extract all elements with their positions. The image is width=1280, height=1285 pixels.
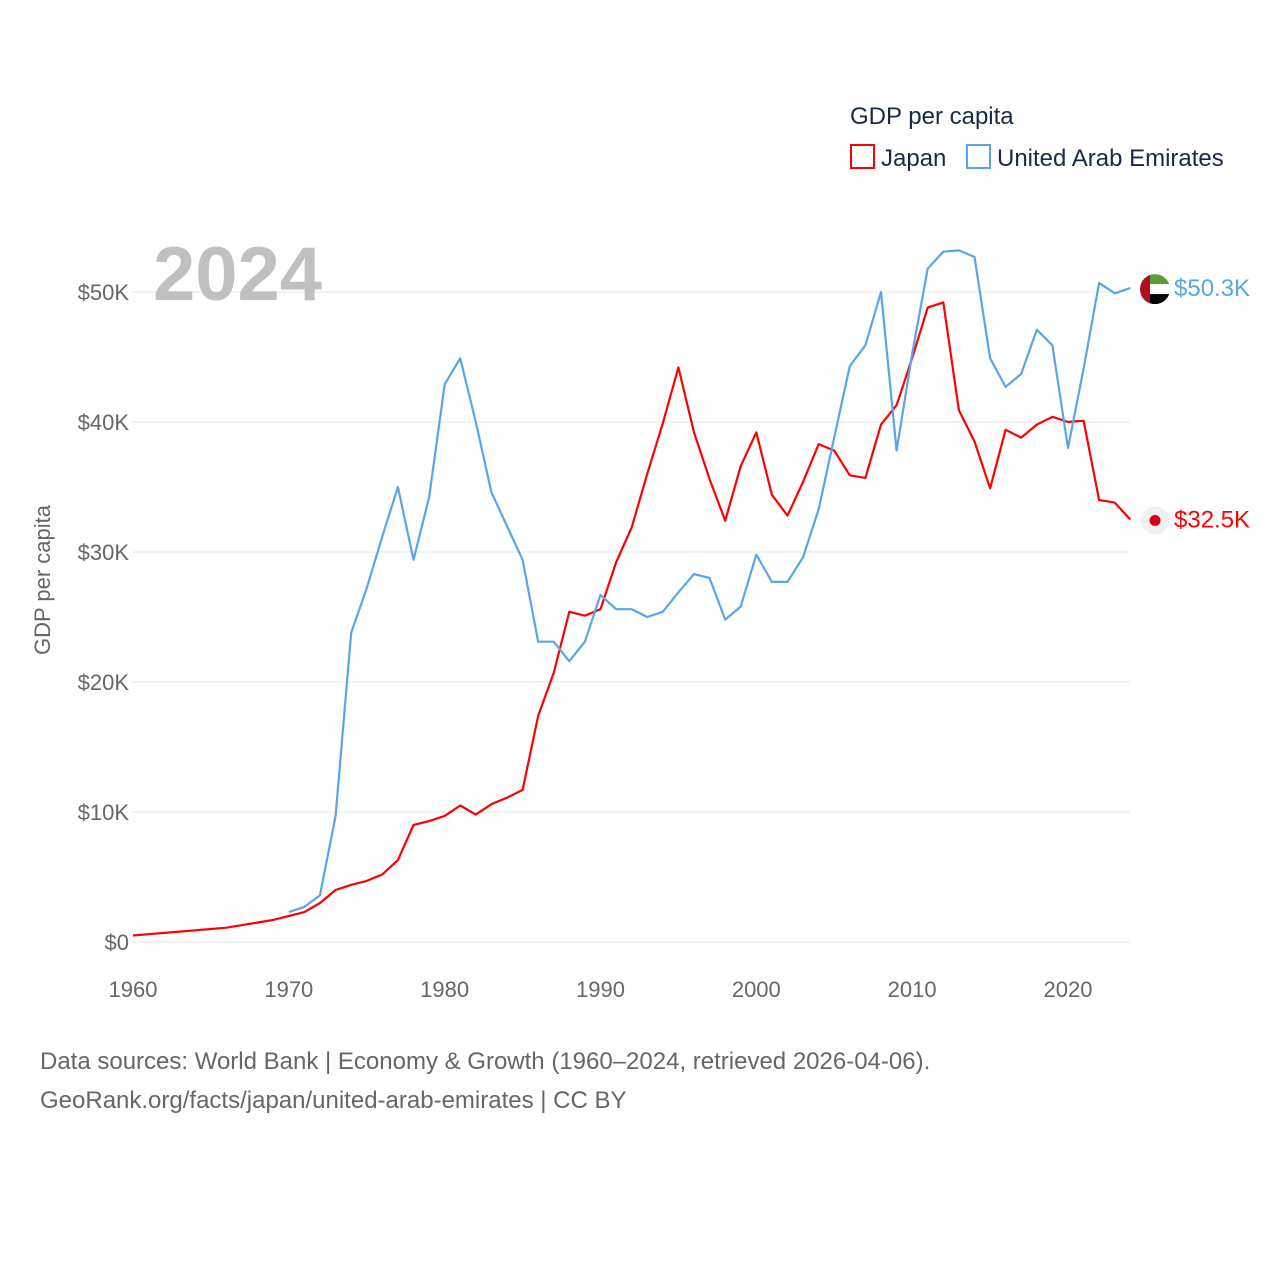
x-tick-label: 1970	[264, 977, 313, 1002]
series-line-uae[interactable]	[288, 249, 1131, 914]
end-value-label: $32.5K	[1174, 507, 1250, 534]
y-tick-label: $10K	[78, 800, 130, 825]
legend-title: GDP per capita	[850, 103, 1014, 130]
x-tick-label: 1960	[109, 977, 158, 1002]
legend-item-japan[interactable]: Japan	[850, 144, 946, 172]
y-axis-ticks: $0 $10K $20K $30K $40K $50K	[78, 280, 130, 955]
legend: GDP per capita Japan United Arab Emirate…	[850, 103, 1224, 172]
year-watermark: 2024	[153, 232, 322, 317]
series-end-labels: $32.5K $50.3K	[1140, 274, 1250, 535]
y-axis-label: GDP per capita	[30, 504, 55, 655]
y-tick-label: $0	[105, 930, 129, 955]
japan-flag-icon	[1141, 506, 1169, 535]
legend-swatch-japan	[850, 144, 875, 169]
y-tick-label: $30K	[78, 540, 130, 565]
y-tick-label: $40K	[78, 410, 130, 435]
series-line-japan[interactable]	[132, 301, 1132, 937]
series-lines	[132, 249, 1132, 937]
x-tick-label: 1990	[576, 977, 625, 1002]
x-tick-label: 1980	[420, 977, 469, 1002]
legend-item-uae[interactable]: United Arab Emirates	[966, 144, 1224, 172]
x-tick-label: 2000	[732, 977, 781, 1002]
x-axis-ticks: 1960 1970 1980 1990 2000 2010 2020	[109, 977, 1093, 1002]
y-tick-label: $50K	[78, 280, 130, 305]
legend-swatch-uae	[966, 144, 991, 169]
uae-flag-icon	[1140, 274, 1170, 305]
footer-sources: Data sources: World Bank | Economy & Gro…	[40, 1048, 930, 1075]
x-tick-label: 2010	[888, 977, 937, 1002]
end-value-label: $50.3K	[1174, 275, 1250, 302]
x-tick-label: 2020	[1044, 977, 1093, 1002]
legend-label-uae: United Arab Emirates	[997, 145, 1224, 172]
footer-link[interactable]: GeoRank.org/facts/japan/united-arab-emir…	[40, 1087, 627, 1114]
grid-lines	[133, 291, 1130, 943]
y-tick-label: $20K	[78, 670, 130, 695]
legend-label-japan: Japan	[881, 145, 946, 172]
